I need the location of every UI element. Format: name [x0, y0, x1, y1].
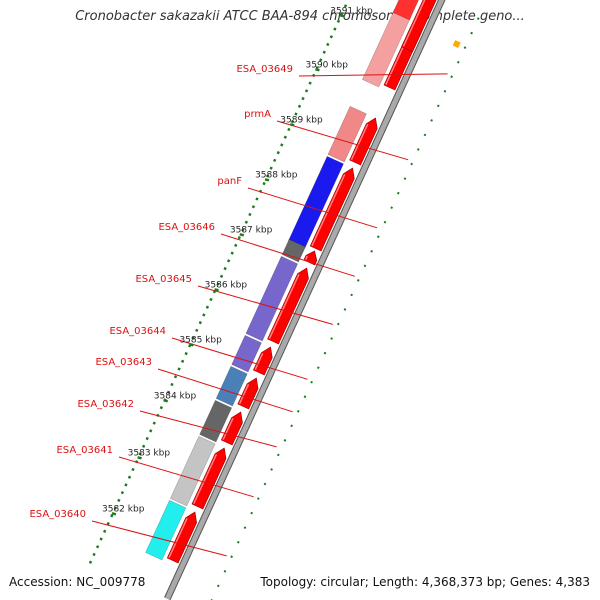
leader-line-4 — [197, 285, 333, 325]
tick-mark-5 — [214, 288, 219, 292]
tick-mark-9 — [111, 512, 117, 516]
tick-label-5: 3586 kbp — [205, 280, 248, 290]
gene-arrow-4[interactable] — [267, 265, 313, 345]
gene-label-8[interactable]: ESA_03641 — [56, 445, 113, 456]
gene-block-7[interactable] — [199, 399, 233, 443]
tick-label-3: 3588 kbp — [255, 170, 298, 180]
gene-block-1[interactable] — [327, 105, 367, 163]
accent-marker — [452, 40, 461, 49]
gene-label-4[interactable]: ESA_03645 — [135, 274, 192, 285]
inner-dotted-line — [210, 15, 481, 600]
gene-arrow-5[interactable] — [253, 344, 276, 376]
leader-line-5 — [171, 337, 308, 380]
leader-line-9 — [91, 520, 227, 557]
leader-line-6 — [157, 368, 293, 413]
gene-label-3[interactable]: ESA_03646 — [158, 222, 215, 233]
leader-line-8 — [118, 456, 254, 498]
tick-label-9: 3582 kbp — [102, 504, 145, 514]
tick-mark-8 — [137, 456, 142, 460]
tick-mark-4 — [239, 233, 245, 237]
gene-label-0[interactable]: ESA_03649 — [236, 64, 293, 75]
topology-summary: Topology: circular; Length: 4,368,373 bp… — [260, 575, 590, 589]
gene-block-top[interactable] — [392, 0, 432, 21]
tick-label-4: 3587 kbp — [230, 225, 273, 235]
tick-mark-7 — [163, 399, 169, 403]
gene-arrow-8[interactable] — [191, 445, 230, 510]
gene-block-8[interactable] — [169, 435, 216, 507]
tick-label-2: 3589 kbp — [280, 115, 323, 125]
leader-line-3 — [220, 233, 355, 277]
leader-line-7 — [139, 410, 277, 448]
leader-line-2 — [247, 187, 378, 229]
gene-arrow-7[interactable] — [220, 409, 246, 446]
tick-label-8: 3583 kbp — [128, 448, 171, 458]
gene-arrow-1[interactable] — [349, 115, 381, 166]
gene-label-6[interactable]: ESA_03643 — [95, 357, 152, 368]
gene-block-3[interactable] — [281, 238, 306, 263]
genome-backbone — [165, 0, 445, 600]
tick-mark-1 — [315, 68, 320, 72]
gene-block-9[interactable] — [145, 499, 187, 561]
tick-mark-3 — [264, 178, 270, 182]
gene-label-9[interactable]: ESA_03640 — [29, 509, 86, 520]
gene-block-4[interactable] — [245, 255, 299, 342]
gene-arrow-top[interactable] — [401, 0, 446, 53]
tick-mark-0 — [339, 14, 345, 18]
gene-label-2[interactable]: panF — [217, 176, 242, 187]
gene-label-5[interactable]: ESA_03644 — [109, 326, 166, 337]
tick-mark-2 — [289, 123, 295, 127]
leader-line-1 — [276, 120, 409, 161]
gene-arrow-6[interactable] — [237, 375, 262, 410]
gene-block-5[interactable] — [231, 334, 262, 373]
tick-label-0: 3591 kbp — [330, 6, 373, 16]
gene-arrow-2[interactable] — [309, 165, 358, 252]
tick-label-7: 3584 kbp — [154, 391, 197, 401]
gene-arrow-9[interactable] — [166, 509, 200, 564]
gene-label-1[interactable]: prmA — [244, 109, 271, 120]
gene-label-7[interactable]: ESA_03642 — [77, 399, 134, 410]
gene-block-6[interactable] — [215, 365, 248, 407]
tick-label-6: 3585 kbp — [179, 335, 222, 345]
tick-label-1: 3590 kbp — [306, 60, 349, 70]
leader-line-0 — [298, 73, 448, 77]
accession-text: Accession: NC_009778 — [9, 575, 146, 589]
tick-mark-6 — [189, 343, 194, 347]
